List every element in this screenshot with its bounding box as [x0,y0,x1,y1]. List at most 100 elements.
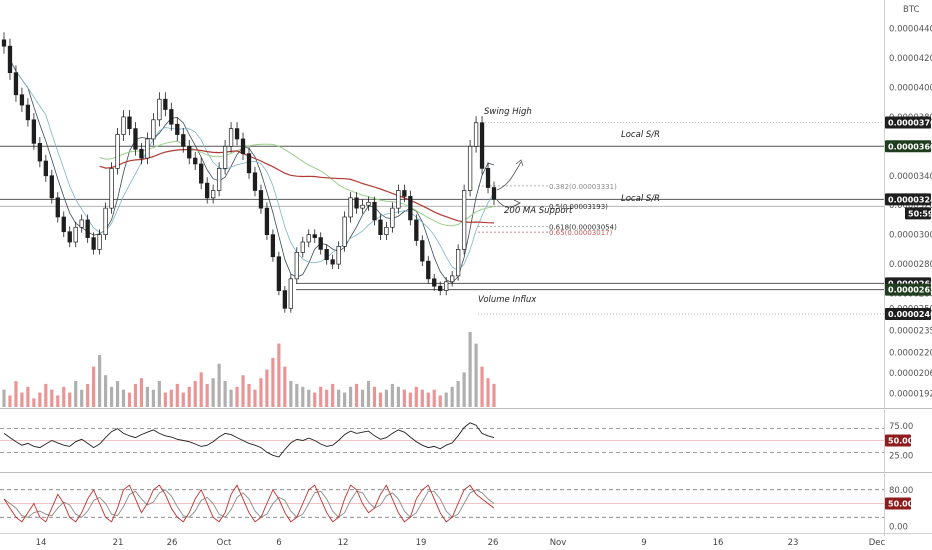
candle-body [258,190,264,209]
volume-bar [432,389,436,407]
volume-bar [313,392,317,407]
volume-bar [366,381,371,407]
price-tick-label: 0.00002800 [889,260,932,270]
volume-bar [44,383,48,407]
fib-label: 0.618(0.00003054) [549,224,617,232]
volume-bar [462,372,466,407]
candle-body [127,116,132,129]
candle-body [199,163,204,184]
candle-body [276,256,282,291]
candle-body [193,157,198,165]
fib-retracement: 0.382(0.00003331) 0.5(0.00003193) 0.618(0.… [478,183,617,237]
candle-body [85,219,90,238]
volume-bar [2,389,6,407]
candle-body [79,219,84,228]
ma-support-label: 200 MA Support [504,206,573,216]
candle-body [450,275,455,283]
date-tick-label: 16 [713,538,724,548]
rsi-badge-label: 50.00 [888,437,914,446]
volume-bar [277,343,281,407]
volume-bar [151,389,155,407]
volume-bar [343,392,347,407]
candle-body [121,116,126,135]
date-tick-label: Nov [550,538,567,548]
volume-bar [486,378,490,407]
candle-body [91,237,96,250]
rsi-line [3,422,495,458]
candle-body [246,153,252,174]
price-badge [885,283,931,296]
ma-medium-line [15,70,495,272]
candle-body [324,249,329,261]
stoch-badge [885,497,911,510]
volume-bar [259,378,263,407]
volume-bar [103,375,108,407]
volume-bar [354,383,359,407]
price-tick-label: 0.00004200 [889,54,932,64]
price-pane[interactable] [0,0,884,408]
candle-body [348,197,353,218]
candle-body [49,175,54,199]
volume-bar [295,383,299,407]
candle-body [216,168,222,191]
volume-bar [360,389,365,407]
candle-body [61,216,66,233]
volume-bar [247,383,251,407]
volume-bar [444,392,448,407]
price-badge [885,308,931,321]
volume-bar [163,392,167,407]
volume-bar [199,372,203,407]
volume-bar [20,392,24,407]
price-tick-label: 0.00002350 [889,326,932,336]
candle-body [181,134,186,147]
rsi-tick-label: 25.00 [889,451,913,461]
candle-body [432,278,437,287]
price-tick-label: 0.00002200 [889,348,932,358]
candle-body [252,172,258,191]
price-badge-label: 0.00002627 [888,286,932,295]
date-tick-label: 6 [276,538,281,548]
volume-bar [474,343,478,407]
local-sr-mid-label: Local S/R [621,194,660,204]
candle-body [408,196,413,221]
candle-body [396,190,401,209]
volume-bar [109,386,114,407]
candle-body [461,190,467,250]
volume-bar [50,389,54,407]
volume-bar [115,381,120,407]
candle-body [473,122,479,147]
volume-bar [121,389,126,407]
volume-bar [74,381,78,407]
volume-bar [378,392,383,407]
candle-body [228,128,234,147]
candle-body [270,234,276,258]
volume-bar [127,392,132,407]
candle-body [234,128,240,140]
candle-body [479,122,485,169]
candle-body [384,226,389,236]
volume-bar [223,381,227,407]
candle-body [151,119,156,140]
ma-200-line [99,149,495,224]
candle-body [31,119,37,144]
volume-bar [139,378,144,407]
stoch-tick-label: 80.00 [889,486,913,496]
candle-body [73,226,78,243]
volume-bar [217,363,221,407]
volume-bar [205,383,209,407]
oscillators [0,422,884,523]
candle-body [187,145,192,159]
candle-body [145,138,150,159]
fib-label: 0.65(0.00003017) [549,229,613,237]
volume-bar [492,383,496,407]
volume-bar [337,389,341,407]
volume-bar [32,398,36,407]
candle-body [43,160,48,177]
volume-bar [331,383,335,407]
candle-body [169,109,174,125]
price-tick-label: 0.00003200 [889,201,932,211]
fib-label: 0.382(0.00003331) [549,183,617,191]
candle-body [25,104,31,121]
candle-body [294,251,299,280]
